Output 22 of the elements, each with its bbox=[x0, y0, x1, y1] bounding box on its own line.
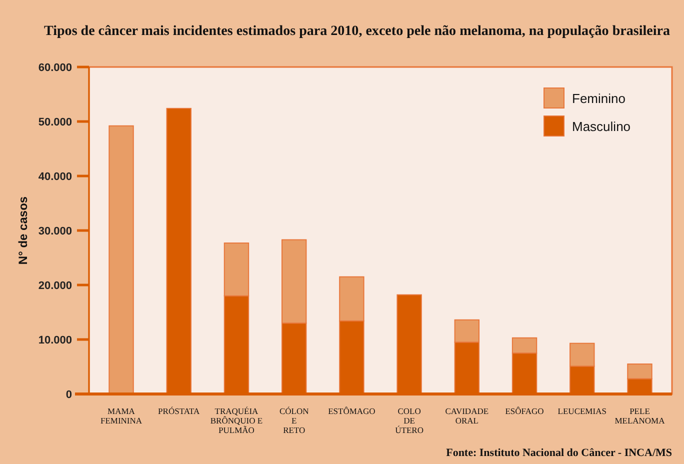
x-tick-label: PELE MELANOMA bbox=[614, 406, 666, 426]
x-tick-label: MAMA FEMININA bbox=[100, 406, 143, 426]
y-axis-title: N° de casos bbox=[16, 196, 30, 265]
y-tick-label: 0 bbox=[66, 389, 72, 401]
y-tick-label: 40.000 bbox=[38, 171, 72, 183]
legend-label: Feminino bbox=[572, 91, 626, 106]
legend-label: Masculino bbox=[572, 119, 631, 134]
x-tick-label: CAVIDADE ORAL bbox=[445, 406, 489, 426]
x-tick-label: ESTÔMAGO bbox=[328, 406, 376, 416]
x-tick-label: LEUCEMIAS bbox=[558, 406, 607, 416]
y-tick-label: 10.000 bbox=[38, 334, 72, 346]
x-tick-label: CÓLON E RETO bbox=[279, 406, 309, 435]
source-note: Fonte: Instituto Nacional do Câncer - INCA/MS bbox=[446, 447, 672, 459]
chart-title: Tipos de câncer mais incidentes estimados para 2010, exceto pele não melanoma, na população brasileira bbox=[44, 24, 670, 39]
y-tick-label: 30.000 bbox=[38, 226, 72, 238]
y-tick-label: 20.000 bbox=[38, 280, 72, 292]
y-tick-label: 50.000 bbox=[38, 116, 72, 128]
x-tick-label: COLO DE ÚTERO bbox=[395, 406, 424, 435]
y-tick-label: 60.000 bbox=[38, 62, 72, 74]
x-tick-label: PRÓSTATA bbox=[158, 406, 201, 416]
x-tick-label: ESÔFAGO bbox=[505, 406, 544, 416]
x-tick-label: TRAQUÉIA BRÔNQUIO E PULMÃO bbox=[210, 406, 263, 435]
